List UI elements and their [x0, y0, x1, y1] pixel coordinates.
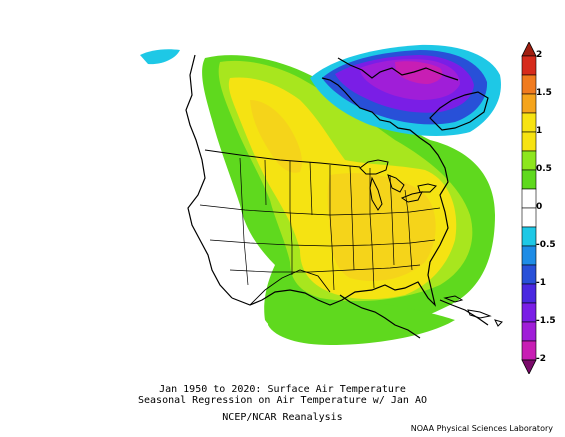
- colorbar-swatch: [521, 207, 537, 228]
- gold-core-region: [250, 100, 302, 173]
- colorbar-max-arrow: [521, 42, 537, 57]
- colorbar-swatch: [521, 321, 537, 342]
- colorbar-tick-label: 1: [536, 126, 543, 136]
- colorbar-tick-label: 0.5: [536, 164, 552, 174]
- credit-label: NOAA Physical Sciences Laboratory: [410, 424, 553, 433]
- colorbar-swatch: [521, 74, 537, 95]
- cold-magenta-core: [395, 61, 443, 84]
- colorbar-tick-label: -1: [536, 278, 546, 288]
- colorbar-swatch: [521, 150, 537, 171]
- colorbar-swatch: [521, 55, 537, 76]
- caption-line-2: Seasonal Regression on Air Temperature w…: [138, 395, 427, 406]
- colorbar-min-arrow: [521, 359, 537, 374]
- coastlines: [185, 54, 489, 339]
- cyan-region: [140, 49, 180, 65]
- green-gulf-region: [268, 295, 455, 345]
- borders: [204, 149, 361, 306]
- state-lines: [199, 157, 441, 291]
- colorbar-tick-label: 2: [536, 50, 543, 60]
- colorbar-tick-label: -2: [536, 354, 546, 364]
- colorbar-swatch: [521, 283, 537, 304]
- colorbar: [521, 42, 537, 374]
- colorbar-tick-label: 0: [536, 202, 543, 212]
- caribbean-islands: [443, 295, 503, 327]
- colorbar-swatch: [521, 340, 537, 361]
- colorbar-swatch: [521, 112, 537, 133]
- colorbar-swatch: [521, 302, 537, 323]
- colorbar-swatch: [521, 93, 537, 114]
- caption-line-1: Jan 1950 to 2020: Surface Air Temperatur…: [159, 384, 406, 395]
- colorbar-swatch: [521, 226, 537, 247]
- colorbar-swatch: [521, 131, 537, 152]
- colorbar-swatch: [521, 245, 537, 266]
- colorbar-tick-label: -0.5: [536, 240, 556, 250]
- colorbar-swatch: [521, 169, 537, 190]
- colorbar-swatch: [521, 264, 537, 285]
- caption-line-3: NCEP/NCAR Reanalysis: [222, 412, 343, 423]
- colorbar-swatch: [521, 188, 537, 209]
- colorbar-tick-label: 1.5: [536, 88, 552, 98]
- colorbar-tick-label: -1.5: [536, 316, 556, 326]
- gold-core-east: [327, 173, 436, 282]
